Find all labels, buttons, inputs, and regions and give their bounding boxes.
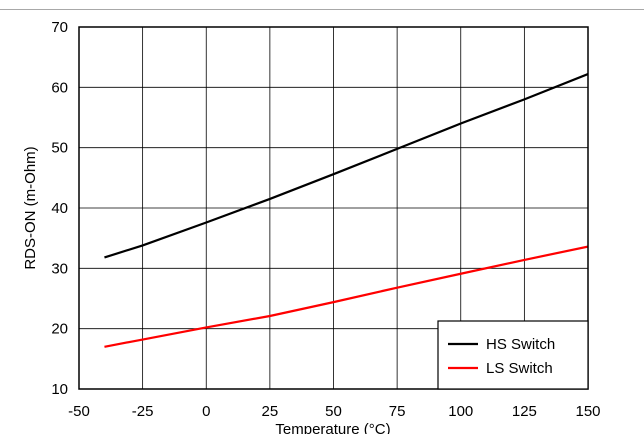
ls-switch-line xyxy=(104,245,588,348)
x-tick-label: 50 xyxy=(325,403,342,420)
x-tick-label: 150 xyxy=(575,403,600,420)
legend: HS Switch LS Switch xyxy=(437,320,589,390)
ls-switch-legend-label: LS Switch xyxy=(486,360,553,377)
plot-frame xyxy=(78,26,589,390)
y-axis-title: RDS-ON (m-Ohm) xyxy=(22,146,39,269)
y-tick-label: 20 xyxy=(51,321,68,338)
top-rule xyxy=(0,9,644,10)
x-tick-label: 75 xyxy=(389,403,406,420)
y-tick-label: 60 xyxy=(51,79,68,96)
hs-switch-legend-label: HS Switch xyxy=(486,336,555,353)
y-tick-label: 30 xyxy=(51,260,68,277)
x-tick-label: -50 xyxy=(68,403,90,420)
x-tick-label: 125 xyxy=(512,403,537,420)
y-tick-label: 10 xyxy=(51,381,68,398)
y-tick-label: 40 xyxy=(51,200,68,217)
x-tick-label: 25 xyxy=(262,403,279,420)
x-tick-label: 0 xyxy=(202,403,210,420)
x-tick-label: 100 xyxy=(448,403,473,420)
y-tick-label: 70 xyxy=(51,19,68,36)
y-tick-labels: 10 20 30 40 50 60 70 xyxy=(51,19,68,398)
hs-switch-line xyxy=(104,73,588,259)
x-tick-label: -25 xyxy=(132,403,154,420)
x-tick-labels: -50 -25 0 25 50 75 100 125 150 xyxy=(68,403,600,420)
series-layer xyxy=(104,73,588,348)
y-tick-label: 50 xyxy=(51,140,68,157)
legend-box xyxy=(437,320,589,390)
x-axis-title: Temperature (°C) xyxy=(275,421,390,434)
